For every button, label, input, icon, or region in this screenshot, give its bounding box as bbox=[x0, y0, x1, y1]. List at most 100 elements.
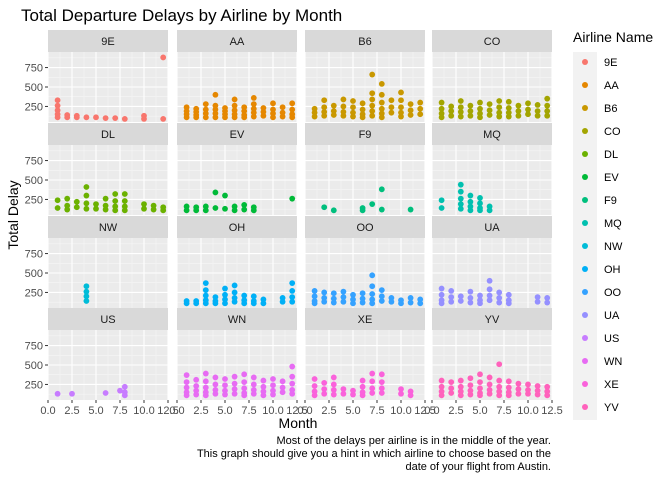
data-point-9e bbox=[54, 97, 61, 104]
legend-key-yv bbox=[582, 404, 588, 410]
data-point-ua bbox=[448, 294, 455, 301]
data-point-ua bbox=[534, 294, 541, 301]
data-point-us bbox=[102, 390, 109, 396]
data-point-mq bbox=[438, 197, 445, 204]
data-point-oo bbox=[311, 293, 318, 300]
data-point-yv bbox=[477, 379, 483, 386]
data-point-us bbox=[121, 392, 128, 399]
x-tick-label: 10.0 bbox=[517, 405, 538, 417]
data-point-f9 bbox=[369, 201, 376, 208]
data-point-xe bbox=[350, 391, 356, 398]
data-point-dl bbox=[83, 184, 90, 190]
data-point-nw bbox=[83, 283, 90, 290]
data-point-ev bbox=[241, 206, 248, 213]
x-tick-label: 12.5 bbox=[541, 405, 562, 417]
data-point-aa bbox=[231, 114, 238, 121]
data-point-wn bbox=[289, 380, 296, 387]
facet-strip bbox=[48, 30, 168, 52]
y-tick-label: 750 bbox=[25, 156, 43, 168]
data-point-oh bbox=[202, 292, 209, 299]
data-point-dl bbox=[150, 206, 157, 213]
data-point-oh bbox=[250, 293, 257, 300]
data-point-aa bbox=[222, 114, 228, 121]
legend-label: UA bbox=[604, 310, 620, 322]
data-point-oo bbox=[350, 291, 356, 298]
data-point-us bbox=[117, 387, 123, 394]
data-point-co bbox=[544, 102, 551, 109]
facet-panel-yv: YV 0.0 2.5 5.0 7.5 10.0 12.5 bbox=[424, 308, 563, 417]
data-point-wn bbox=[279, 384, 286, 391]
data-point-co bbox=[477, 114, 483, 121]
legend-label: B6 bbox=[604, 103, 617, 115]
facet-strip-label: XE bbox=[358, 314, 373, 326]
data-point-yv bbox=[525, 381, 531, 388]
data-point-oh bbox=[289, 287, 296, 294]
data-point-wn bbox=[231, 380, 238, 387]
data-point-aa bbox=[250, 101, 257, 108]
data-point-yv bbox=[505, 392, 512, 399]
data-point-wn bbox=[250, 381, 257, 388]
y-tick-label: 250 bbox=[25, 379, 43, 391]
facet-panel-ev: EV bbox=[176, 123, 298, 215]
data-point-dl bbox=[73, 198, 80, 205]
y-tick-label: 750 bbox=[25, 63, 43, 75]
data-point-yv bbox=[438, 392, 445, 399]
data-point-yv bbox=[505, 378, 512, 385]
data-point-wn bbox=[260, 377, 267, 384]
data-point-b6 bbox=[369, 102, 376, 109]
data-point-oh bbox=[241, 292, 248, 299]
facet-strip-label: MQ bbox=[483, 129, 501, 141]
facet-strip-label: EV bbox=[230, 129, 245, 141]
data-point-yv bbox=[477, 392, 483, 399]
facet-strip-label: NW bbox=[99, 222, 118, 234]
y-tick-label: 250 bbox=[25, 194, 43, 206]
data-point-ua bbox=[486, 277, 493, 284]
x-tick-label: 2.5 bbox=[193, 405, 208, 417]
data-point-wn bbox=[270, 382, 276, 389]
data-point-oo bbox=[340, 288, 347, 295]
data-point-dl bbox=[102, 206, 109, 213]
data-point-oo bbox=[369, 283, 376, 290]
legend-label: AA bbox=[604, 80, 619, 92]
data-point-wn bbox=[212, 374, 219, 381]
data-point-co bbox=[515, 102, 522, 109]
facet-strip-label: 9E bbox=[101, 36, 114, 48]
data-point-co bbox=[515, 108, 522, 115]
data-point-xe bbox=[369, 370, 376, 377]
data-point-b6 bbox=[359, 100, 366, 107]
data-point-yv bbox=[525, 390, 531, 397]
x-tick-label: 12.5 bbox=[286, 405, 307, 417]
data-point-yv bbox=[448, 390, 455, 396]
data-point-xe bbox=[311, 376, 318, 382]
data-point-dl bbox=[64, 206, 71, 213]
data-point-b6 bbox=[321, 112, 328, 119]
data-point-xe bbox=[398, 386, 404, 393]
data-point-b6 bbox=[330, 102, 337, 109]
data-point-nw bbox=[83, 288, 90, 295]
data-point-b6 bbox=[388, 109, 395, 116]
data-point-oh bbox=[231, 289, 238, 296]
data-point-aa bbox=[250, 94, 257, 101]
data-point-b6 bbox=[378, 91, 385, 98]
data-point-yv bbox=[505, 384, 512, 391]
data-point-ua bbox=[467, 294, 474, 301]
data-point-ua bbox=[467, 288, 474, 295]
data-point-oo bbox=[311, 300, 318, 307]
data-point-ua bbox=[457, 293, 464, 300]
facet-strip-label: DL bbox=[101, 129, 115, 141]
legend-key-oh bbox=[582, 266, 588, 272]
data-point-co bbox=[525, 100, 531, 107]
data-point-b6 bbox=[378, 99, 385, 106]
facet-strip bbox=[432, 123, 552, 145]
facet-strip-label: YV bbox=[485, 314, 500, 326]
data-point-wn bbox=[202, 392, 209, 399]
data-point-yv bbox=[534, 383, 541, 389]
data-point-oo bbox=[398, 300, 404, 307]
data-point-xe bbox=[378, 379, 385, 386]
legend-key-nw bbox=[582, 243, 588, 249]
data-point-ev bbox=[241, 201, 248, 208]
data-point-wn bbox=[222, 382, 228, 389]
legend-label: OH bbox=[604, 264, 621, 276]
data-point-ev bbox=[222, 192, 228, 199]
data-point-co bbox=[505, 98, 512, 105]
